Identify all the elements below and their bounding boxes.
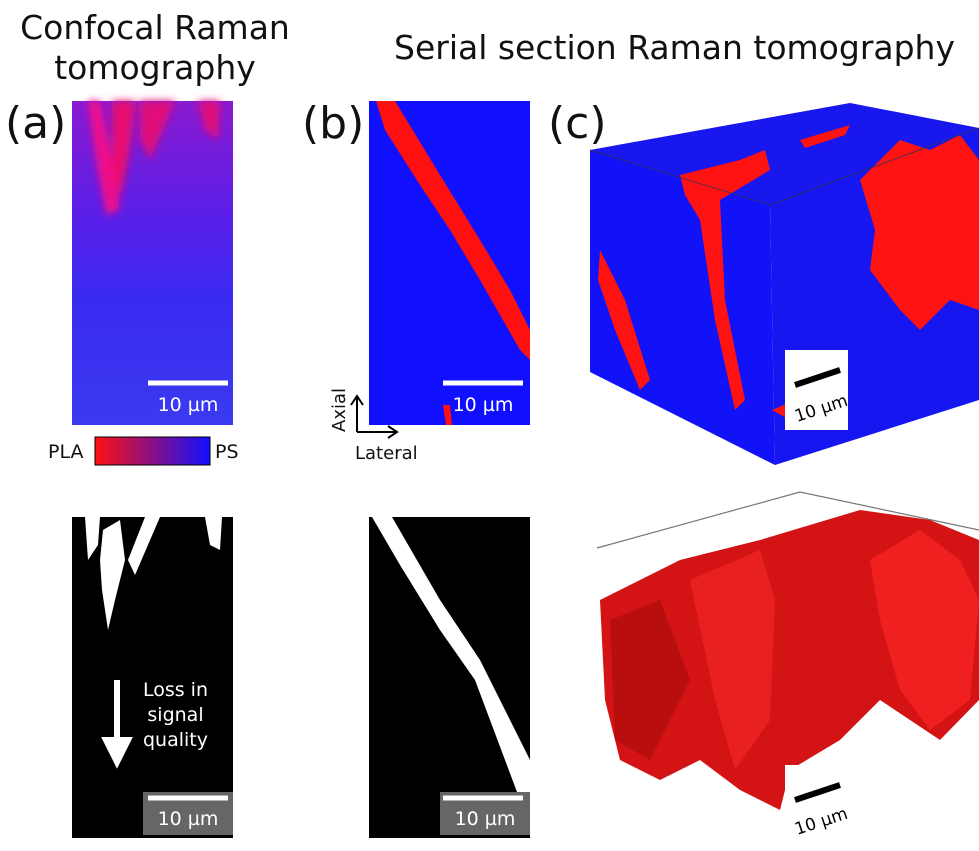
binary-mask-b xyxy=(369,517,530,838)
scale-bar-label: 10 µm xyxy=(158,808,219,830)
scale-bar-label: 10 µm xyxy=(453,394,514,416)
scale-bar-label: 10 µm xyxy=(455,808,516,830)
figure: 10 µm PLA PS 10 µm Axial Lateral (a) (b)… xyxy=(0,0,979,851)
panel-label: (c) xyxy=(548,98,607,149)
axis-vertical: Axial xyxy=(329,388,350,432)
panel-label: (a) xyxy=(5,98,66,149)
colorbar-low: PLA xyxy=(48,441,83,463)
colorbar xyxy=(95,437,210,465)
annotation-box: Loss in signal quality xyxy=(128,678,223,768)
volume-render xyxy=(590,103,979,465)
panel-label: (b) xyxy=(302,98,364,149)
annotation: Loss in signal quality xyxy=(128,678,223,753)
axis-horizontal: Lateral xyxy=(355,443,418,464)
scale-bar-label: 10 µm xyxy=(158,394,219,416)
colorbar-high: PS xyxy=(215,441,239,463)
pla-surface xyxy=(597,492,979,810)
page: Confocal Raman tomography Serial section… xyxy=(0,0,979,851)
raman-map-b xyxy=(369,101,530,425)
